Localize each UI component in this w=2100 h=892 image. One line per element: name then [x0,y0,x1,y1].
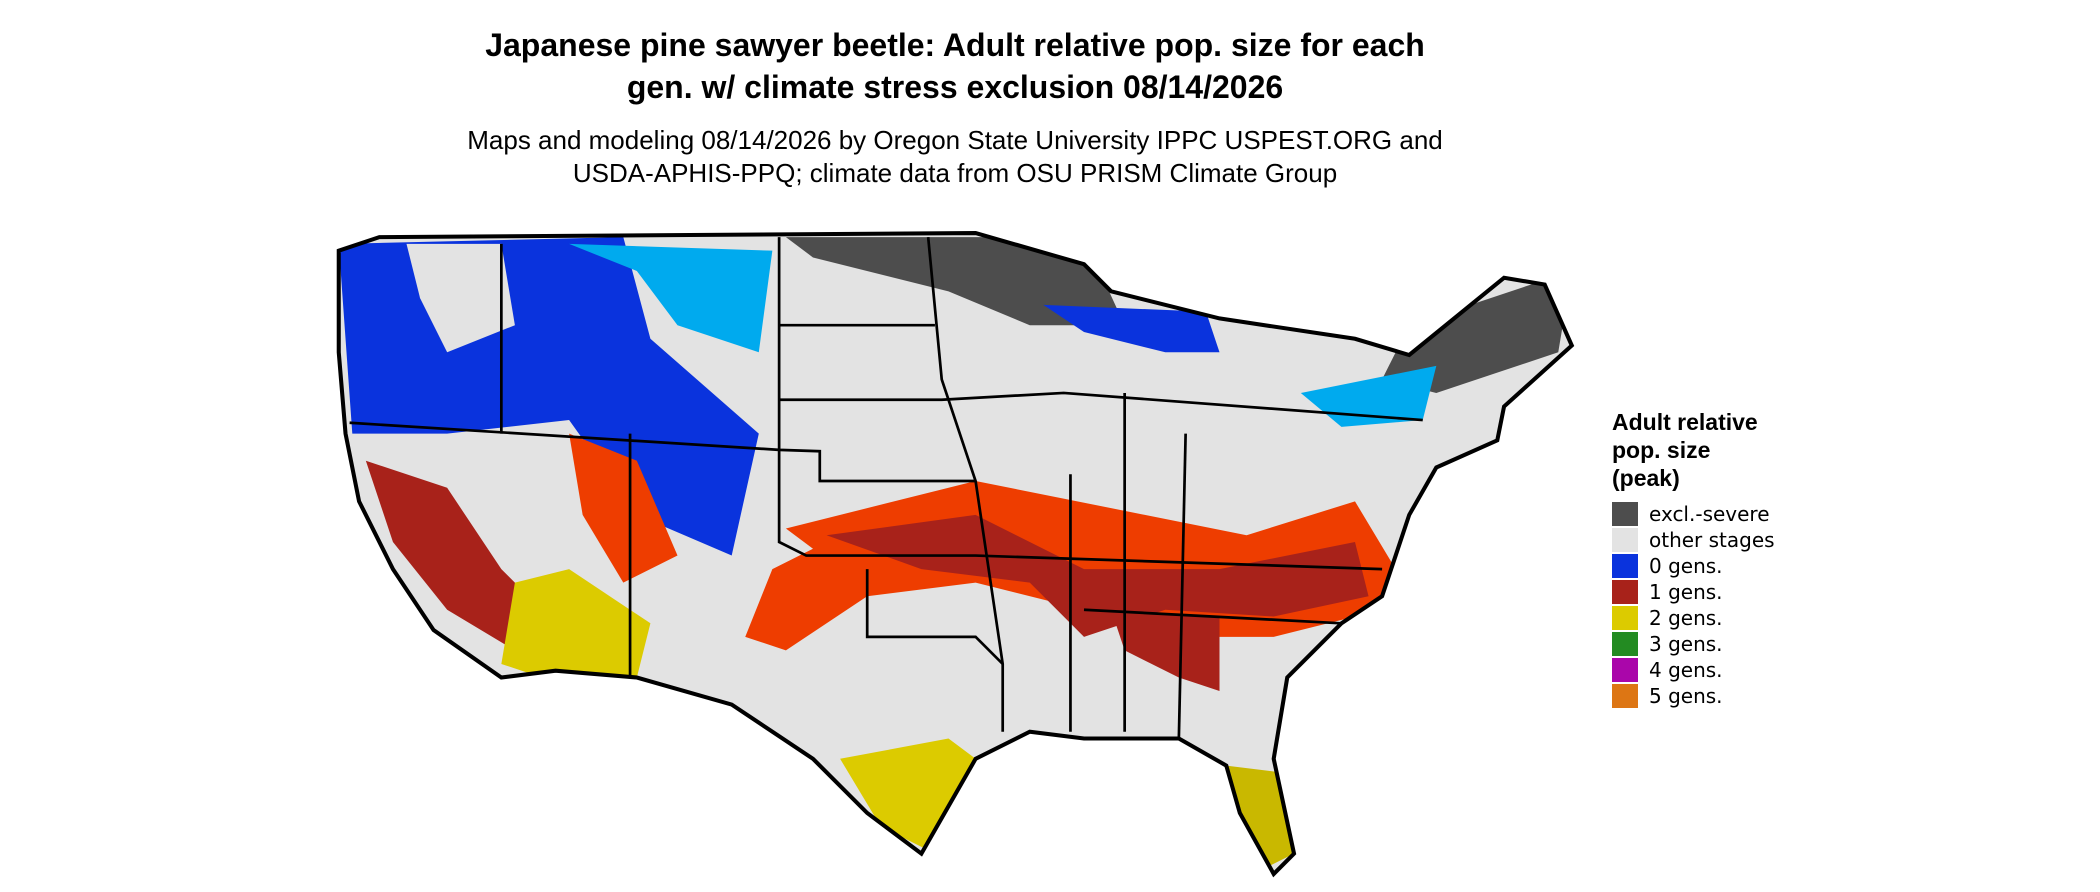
zero-gen-area [1043,304,1220,353]
legend-label: 2 gens. [1649,606,1723,630]
legend-label: 4 gens. [1649,658,1723,682]
state-borders [349,236,1423,739]
title-line: gen. w/ climate stress exclusion 08/14/2… [627,69,1283,105]
legend-title: (peak) [1612,465,1680,491]
zero-gen-area [569,243,773,353]
one-gen-area [365,460,542,651]
legend-swatch [1612,684,1638,708]
legend-swatch [1612,502,1638,526]
legend-label: 1 gens. [1649,580,1723,604]
legend-swatch [1612,554,1638,578]
legend-label: excl.-severe [1649,502,1770,526]
subtitle-line: Maps and modeling 08/14/2026 by Oregon S… [467,125,1443,155]
legend-title: Adult relative [1612,409,1758,435]
legend-label: 5 gens. [1649,684,1723,708]
one-gen-area [569,433,678,583]
subtitle-line: USDA-APHIS-PPQ; climate data from OSU PR… [573,158,1337,188]
two-gen-area [501,569,651,678]
legend-label: other stages [1649,528,1775,552]
legend-label: 3 gens. [1649,632,1723,656]
title-line: Japanese pine sawyer beetle: Adult relat… [485,27,1425,63]
one-gen-area [826,514,1369,637]
legend-label: 0 gens. [1649,554,1723,578]
legend-swatch [1612,632,1638,656]
excluded-area [785,237,1125,326]
legend-swatch [1612,658,1638,682]
two-gen-area [1226,765,1295,868]
one-gen-area [1111,609,1220,692]
zero-gen-area [1300,365,1437,427]
legend-title: pop. size [1612,437,1710,463]
excluded-area [1382,271,1572,393]
legend-swatch [1612,606,1638,630]
us-outline [336,231,1575,878]
us-map [336,231,1575,878]
other-stages-area [406,243,515,353]
legend-swatch [1612,528,1638,552]
legend-swatch [1612,580,1638,604]
